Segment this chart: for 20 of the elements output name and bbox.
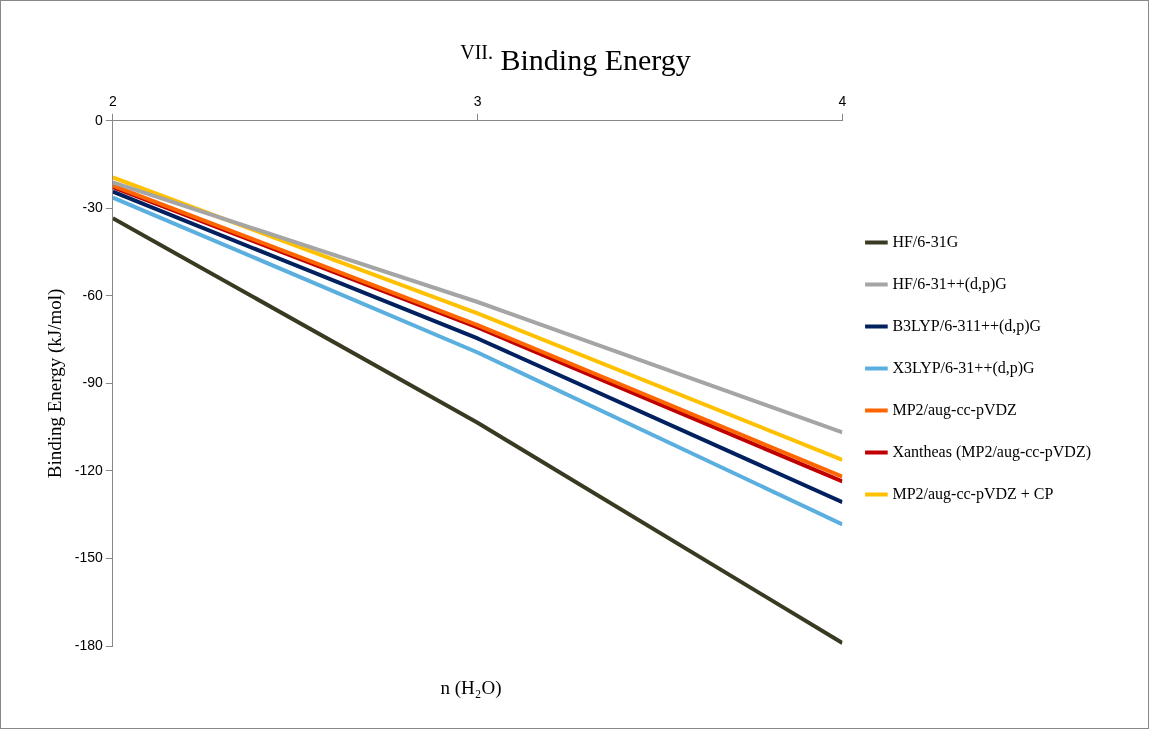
y-tick-label: -150 [74,549,104,566]
legend-label: MP2/aug-cc-pVDZ + CP [892,484,1054,503]
y-tick-label: -120 [74,461,104,478]
y-tick-label: -30 [82,199,104,216]
y-tick-label: -180 [74,636,104,653]
y-tick-label: -90 [82,374,104,391]
legend-label: B3LYP/6-311++(d,p)G [892,316,1042,335]
y-tick-label: -60 [82,286,104,303]
x-tick-label: 4 [838,93,847,110]
legend-label: MP2/aug-cc-pVDZ [892,400,1017,419]
legend-label: X3LYP/6-31++(d,p)G [892,358,1036,377]
chart-title: $^{VII.}$ Binding Energy [459,41,692,77]
y-tick-label: 0 [95,111,104,128]
x-tick-label: 2 [108,93,117,110]
legend-label: Xantheas (MP2/aug-cc-pVDZ) [892,442,1092,461]
legend-label: HF/6-31G [892,232,959,250]
x-tick-label: 3 [473,93,482,110]
x-axis-title: n (H₂O) [439,677,503,699]
legend-label: HF/6-31++(d,p)G [892,274,1008,293]
y-axis-title: Binding Energy (kJ/mol) [44,288,67,479]
